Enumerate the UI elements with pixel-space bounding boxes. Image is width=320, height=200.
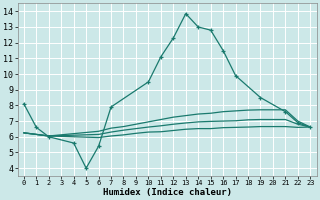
X-axis label: Humidex (Indice chaleur): Humidex (Indice chaleur) [103,188,232,197]
